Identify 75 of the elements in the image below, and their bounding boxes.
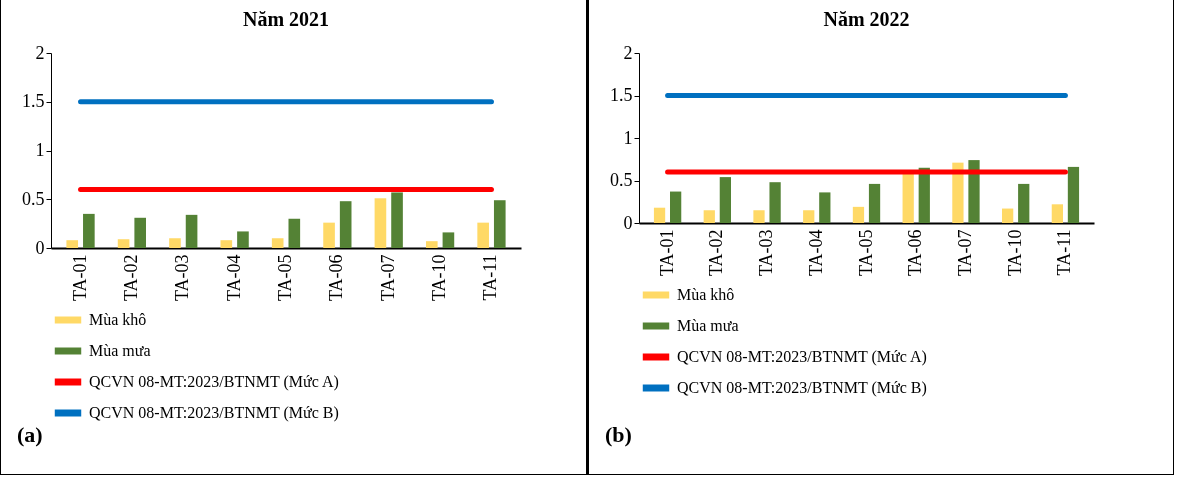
y-tick-label: 2 bbox=[623, 42, 633, 63]
y-tick-label: 0.5 bbox=[610, 170, 633, 190]
bar bbox=[803, 210, 815, 223]
y-tick-label: 0.5 bbox=[22, 188, 45, 209]
x-tick-label: TA-07 bbox=[377, 254, 398, 302]
legend-label: QCVN 08-MT:2023/BTNMT (Mức B) bbox=[89, 404, 339, 422]
bar bbox=[425, 241, 438, 248]
bar bbox=[374, 198, 387, 248]
bar bbox=[339, 201, 352, 248]
x-tick-label: TA-05 bbox=[855, 229, 876, 277]
x-tick-label: TA-11 bbox=[480, 254, 501, 301]
bar bbox=[1051, 204, 1063, 223]
legend-label: Mùa khô bbox=[677, 286, 735, 303]
x-tick-label: TA-03 bbox=[172, 254, 193, 302]
x-tick-label: TA-02 bbox=[120, 254, 141, 302]
bar bbox=[66, 240, 79, 248]
x-tick-label: TA-03 bbox=[756, 229, 777, 277]
bar bbox=[769, 182, 781, 223]
y-tick-label: 1.5 bbox=[610, 85, 633, 105]
bar bbox=[1002, 208, 1014, 223]
bar bbox=[670, 191, 682, 223]
bar bbox=[703, 210, 715, 223]
x-tick-label: TA-05 bbox=[275, 254, 295, 302]
bar bbox=[868, 183, 881, 223]
legend-label: Mùa khô bbox=[89, 311, 147, 328]
bar bbox=[1067, 166, 1080, 223]
x-tick-label: TA-10 bbox=[429, 254, 450, 302]
bar bbox=[819, 192, 831, 223]
y-tick-label: 0 bbox=[623, 212, 633, 233]
legend-label: Mùa mưa bbox=[89, 342, 151, 359]
legend-label: QCVN 08-MT:2023/BTNMT (Mức B) bbox=[677, 379, 927, 397]
bar bbox=[220, 240, 233, 248]
x-tick-label: TA-06 bbox=[326, 254, 347, 302]
x-tick-label: TA-01 bbox=[69, 254, 90, 302]
legend-label: QCVN 08-MT:2023/BTNMT (Mức A) bbox=[89, 373, 339, 391]
y-tick-label: 1.5 bbox=[22, 91, 45, 112]
bar bbox=[442, 232, 455, 248]
y-tick-label: 2 bbox=[35, 42, 45, 63]
chart-title: Năm 2021 bbox=[242, 8, 330, 30]
bar bbox=[288, 218, 301, 248]
x-tick-label: TA-04 bbox=[223, 254, 244, 302]
bar bbox=[391, 192, 403, 248]
x-tick-label: TA-04 bbox=[805, 229, 826, 277]
bar bbox=[323, 222, 335, 248]
bar bbox=[83, 213, 95, 248]
legend-label: QCVN 08-MT:2023/BTNMT (Mức A) bbox=[677, 348, 927, 366]
bar bbox=[169, 238, 181, 248]
bar bbox=[237, 231, 249, 248]
bar bbox=[185, 214, 198, 248]
y-tick-label: 0 bbox=[35, 237, 45, 258]
x-tick-label: TA-10 bbox=[1004, 229, 1025, 277]
legend-label: Mùa mưa bbox=[677, 317, 739, 334]
x-tick-label: TA-02 bbox=[706, 229, 727, 277]
bar bbox=[719, 177, 731, 223]
y-tick-label: 1 bbox=[623, 127, 633, 148]
bar bbox=[493, 200, 506, 248]
bar bbox=[271, 238, 284, 248]
x-tick-label: TA-11 bbox=[1054, 229, 1075, 276]
bar bbox=[477, 222, 489, 248]
y-tick-label: 1 bbox=[35, 140, 45, 160]
bar bbox=[117, 239, 130, 248]
bar bbox=[902, 172, 914, 223]
bar bbox=[952, 162, 964, 223]
x-tick-label: TA-07 bbox=[954, 229, 975, 277]
bar bbox=[1018, 183, 1030, 223]
text: (a) bbox=[17, 422, 43, 448]
bar bbox=[653, 207, 666, 223]
chart-title: Năm 2022 bbox=[823, 8, 910, 30]
bar bbox=[968, 160, 980, 223]
x-tick-label: TA-01 bbox=[656, 229, 677, 277]
bar bbox=[134, 217, 147, 248]
x-tick-label: TA-06 bbox=[905, 229, 926, 277]
bar bbox=[852, 206, 865, 223]
bar bbox=[753, 210, 765, 223]
text: (b) bbox=[605, 422, 632, 448]
